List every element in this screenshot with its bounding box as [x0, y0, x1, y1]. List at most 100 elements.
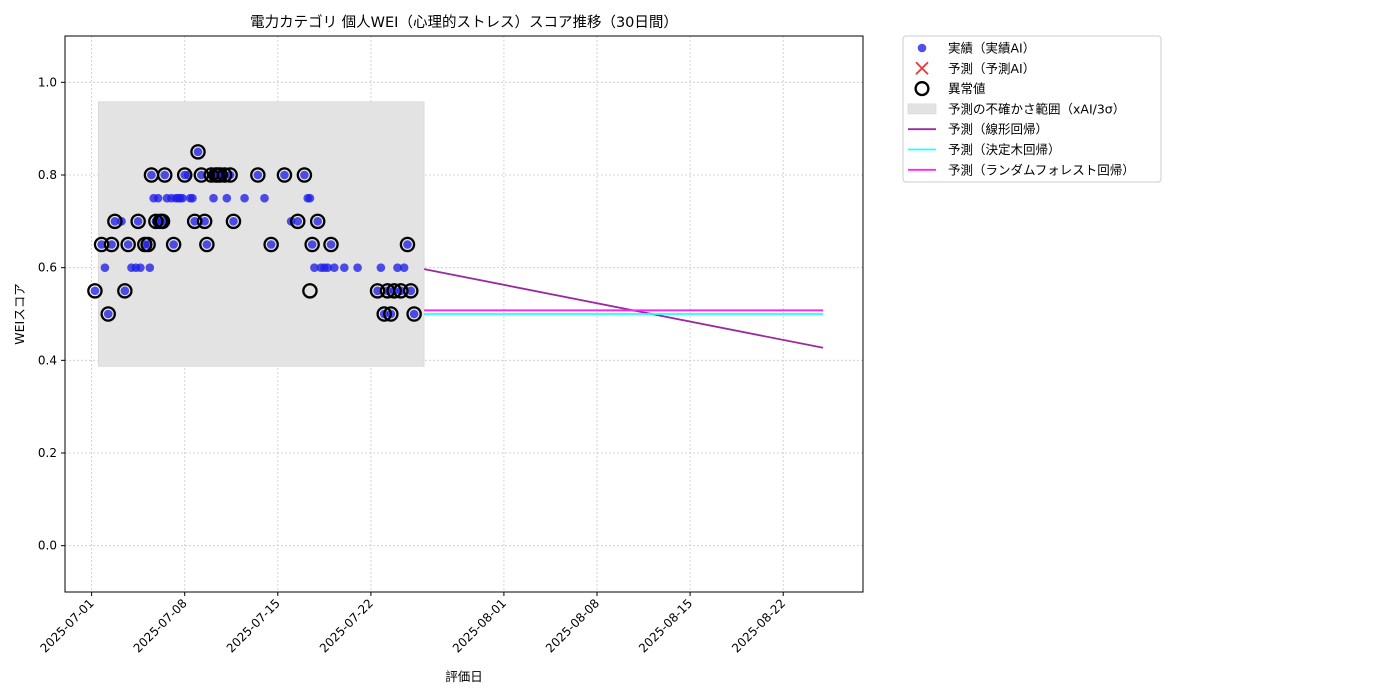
anomaly-marker — [103, 236, 120, 253]
legend-label: 予測（決定木回帰） — [948, 142, 1061, 157]
actual-point — [120, 286, 130, 296]
actual-point — [305, 193, 315, 203]
anomaly-marker — [369, 283, 386, 299]
actual-point — [260, 193, 269, 203]
legend-swatch-band — [907, 103, 937, 115]
y-tick-label: 1.0 — [38, 75, 57, 89]
anomaly-marker — [107, 213, 123, 230]
actual-point — [197, 170, 206, 180]
anomaly-marker — [176, 167, 193, 183]
anomaly-marker — [193, 167, 210, 183]
x-tick-label: 2025-07-01 — [38, 596, 97, 655]
actual-point — [147, 170, 156, 180]
anomaly-marker — [140, 236, 156, 253]
actual-point — [310, 263, 319, 272]
actual-point — [340, 263, 349, 272]
anomaly-marker — [212, 167, 228, 183]
anomaly-marker — [148, 213, 164, 230]
y-tick-label: 0.6 — [38, 261, 57, 275]
actual-point — [293, 217, 303, 226]
x-tick-label: 2025-07-08 — [131, 596, 190, 655]
legend-marker-ring — [914, 81, 930, 97]
actual-point — [188, 193, 197, 203]
actual-point — [409, 309, 419, 319]
y-tick-label: 0.0 — [38, 539, 57, 553]
y-tick-label: 0.8 — [38, 168, 57, 182]
actual-point — [373, 286, 382, 296]
anomaly-marker — [154, 213, 171, 230]
legend-label: 異常値 — [948, 81, 986, 96]
actual-point — [222, 193, 232, 203]
actual-point — [97, 240, 106, 249]
legend-marker-x — [915, 61, 929, 75]
legend-marker-dot — [917, 43, 927, 53]
x-axis-label: 評価日 — [445, 669, 483, 684]
anomaly-marker — [376, 306, 392, 322]
actual-point — [178, 193, 187, 203]
anomaly-marker — [222, 167, 238, 183]
actual-point — [326, 240, 336, 249]
actual-point — [123, 240, 133, 249]
actual-point — [160, 170, 170, 180]
anomaly-marker — [289, 213, 306, 230]
actual-point — [193, 147, 203, 157]
legend-label: 予測（線形回帰） — [948, 122, 1048, 137]
forecast-line — [423, 268, 824, 349]
actual-point — [200, 217, 209, 226]
actual-point — [169, 240, 178, 249]
x-tick-label: 2025-08-15 — [636, 596, 695, 655]
anomaly-marker — [383, 306, 399, 322]
actual-point — [330, 263, 339, 272]
y-tick-label: 0.4 — [38, 353, 57, 367]
anomaly-marker — [196, 213, 213, 230]
actual-point — [190, 217, 199, 226]
legend-label: 予測（予測AI） — [948, 61, 1035, 76]
actual-point — [107, 240, 116, 249]
x-tick-label: 2025-08-01 — [450, 596, 509, 655]
legend-label: 実績（実績AI） — [948, 41, 1035, 56]
y-axis: 0.0 0.2 0.4 0.6 0.8 1.0 — [38, 75, 65, 553]
anomaly-marker — [199, 236, 215, 253]
x-tick-label: 2025-08-22 — [729, 596, 788, 655]
actual-point — [353, 263, 362, 272]
actual-point — [300, 170, 309, 180]
x-tick-label: 2025-08-08 — [543, 596, 602, 655]
anomaly-marker — [399, 236, 416, 253]
actual-point — [90, 286, 100, 296]
anomaly-marker — [117, 283, 133, 299]
anomaly-marker — [190, 144, 206, 160]
plot-frame — [64, 35, 864, 593]
anomaly-marker — [87, 283, 103, 299]
anomaly-marker — [386, 283, 402, 299]
actual-point — [136, 263, 145, 272]
actual-point — [307, 240, 317, 249]
anomaly-marker — [250, 167, 266, 183]
actual-point — [100, 263, 110, 272]
actual-point — [393, 263, 402, 272]
anomaly-marker — [302, 283, 318, 299]
legend-box — [902, 35, 1162, 183]
y-tick-label: 0.2 — [38, 446, 57, 460]
x-axis: 2025-07-01 2025-07-08 2025-07-15 2025-07-22… — [38, 592, 788, 655]
actual-point — [202, 240, 212, 249]
anomaly-marker — [93, 236, 110, 253]
actual-point — [266, 240, 276, 249]
anomaly-marker — [323, 236, 339, 253]
actual-point — [209, 193, 218, 203]
anomaly-marker — [403, 283, 419, 299]
anomaly-marker — [406, 306, 422, 322]
actual-point — [323, 263, 332, 272]
actual-point — [110, 217, 120, 226]
actual-point — [153, 193, 163, 203]
actual-point — [399, 263, 409, 272]
anomaly-marker — [165, 236, 182, 253]
anomaly-marker — [130, 213, 146, 230]
x-tick-label: 2025-07-22 — [317, 596, 376, 655]
anomaly-marker — [156, 167, 173, 183]
anomaly-marker — [225, 213, 242, 230]
legend-label: 予測の不確かさ範囲（xAI/3σ） — [948, 101, 1125, 116]
anomaly-marker — [276, 167, 293, 183]
chart-title: 電力カテゴリ 個人WEI（心理的ストレス）スコア推移（30日間） — [250, 13, 678, 31]
actual-point — [406, 286, 416, 296]
